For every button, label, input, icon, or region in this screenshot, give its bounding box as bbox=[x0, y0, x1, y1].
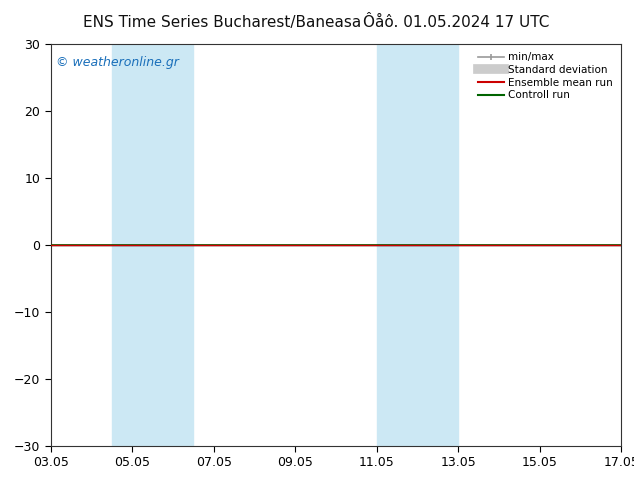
Text: Ôåô. 01.05.2024 17 UTC: Ôåô. 01.05.2024 17 UTC bbox=[363, 15, 550, 30]
Bar bbox=[377, 44, 458, 446]
Bar bbox=[112, 44, 193, 446]
Text: ENS Time Series Bucharest/Baneasa: ENS Time Series Bucharest/Baneasa bbox=[83, 15, 361, 30]
Legend: min/max, Standard deviation, Ensemble mean run, Controll run: min/max, Standard deviation, Ensemble me… bbox=[475, 49, 616, 103]
Text: © weatheronline.gr: © weatheronline.gr bbox=[56, 56, 179, 69]
